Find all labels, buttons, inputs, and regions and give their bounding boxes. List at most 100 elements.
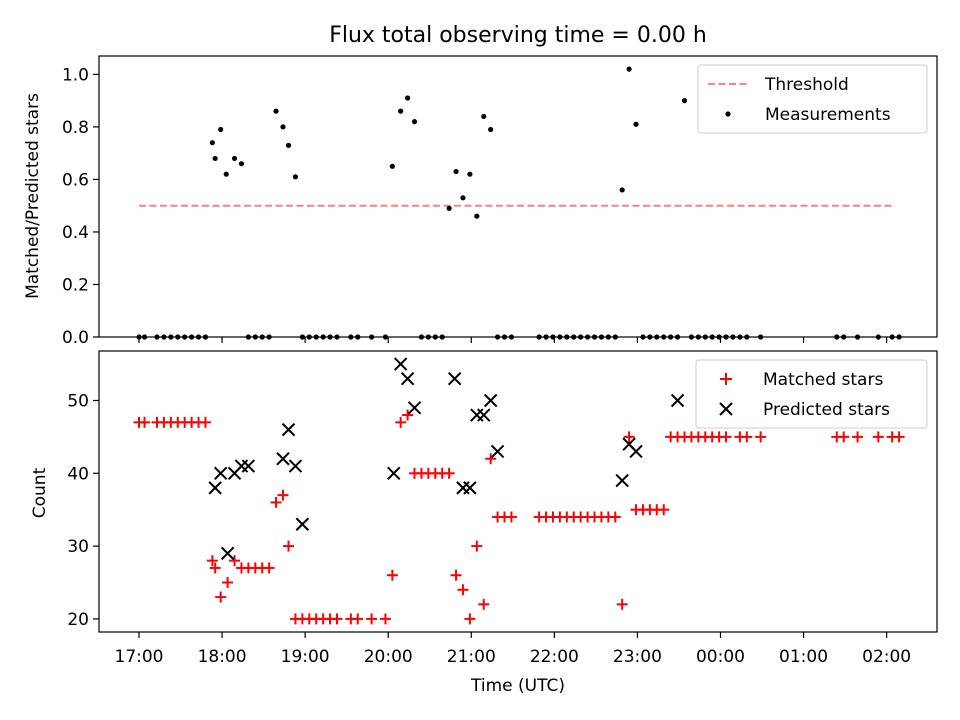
matched-star-point	[623, 431, 635, 443]
matched-star-point	[215, 591, 227, 603]
matched-star-point	[206, 555, 218, 567]
measurement-point	[681, 98, 688, 104]
top-y-tick-label: 0.6	[62, 170, 89, 190]
matched-star-point	[352, 613, 364, 625]
predicted-star-stroke-b	[463, 481, 477, 495]
measurement-point	[474, 213, 480, 219]
predicted-star-point	[213, 466, 228, 481]
bottom-x-tick-label: 23:00	[613, 647, 662, 667]
matched-star-point	[395, 416, 407, 428]
measurement-point	[467, 171, 473, 177]
bottom-y-tick-label: 50	[67, 392, 89, 412]
predicted-star-stroke-b	[629, 444, 643, 459]
predicted-star-stroke-b	[295, 517, 310, 531]
matched-star-point	[379, 613, 391, 625]
measurement-point	[404, 95, 411, 101]
chart-title: Flux total observing time = 0.00 h	[329, 23, 707, 48]
matched-star-point	[872, 431, 884, 443]
bottom-plot-frame	[98, 350, 938, 633]
matched-star-point	[505, 511, 517, 523]
bottom-x-ticks: 17:00 18:00 19:00 20:00 21:00 22:00 23:00 00:00…	[115, 632, 911, 667]
top-y-tick-label: 0.8	[62, 118, 89, 138]
legend-threshold-label: Threshold	[764, 75, 849, 95]
bottom-plot: 20 30 40 50 17:00 18:00 19:00 20:00 21:00 22:00 2…	[30, 350, 938, 696]
predicted-star-point	[281, 422, 296, 437]
matched-star-point	[616, 598, 628, 610]
top-y-tick-label: 1.0	[62, 65, 89, 85]
predicted-star-point	[463, 481, 477, 495]
matched-star-point	[741, 431, 753, 443]
predicted-star-stroke-b	[393, 357, 408, 371]
bottom-x-tick-label: 00:00	[696, 647, 745, 667]
matched-star-point	[139, 416, 151, 428]
predicted-star-point	[490, 444, 505, 459]
measurement-point	[411, 119, 418, 125]
matched-star-point	[893, 431, 905, 443]
measurement-point	[488, 126, 494, 133]
predicted-star-point	[295, 517, 310, 531]
legend-measurements-label: Measurements	[765, 105, 891, 125]
matched-star-point	[471, 540, 483, 552]
measurement-point	[280, 124, 286, 130]
x-axis-label: Time (UTC)	[470, 676, 565, 696]
top-legend-box	[697, 64, 928, 134]
matched-star-point	[222, 576, 234, 588]
measurement-point	[460, 195, 466, 201]
measurement-point	[619, 187, 625, 193]
top-y-tick-label: 0.0	[62, 328, 89, 348]
measurement-point	[223, 171, 229, 177]
bottom-y-tick-label: 20	[67, 610, 89, 630]
matched-star-point	[609, 511, 621, 523]
top-plot: 0.0 0.2 0.4 0.6 0.8 1.0 Matched/Predicted sta…	[23, 55, 938, 348]
predicted-star-point	[288, 459, 303, 473]
predicted-star-point	[220, 546, 235, 561]
predicted-star-stroke-b	[483, 393, 498, 408]
measurement-point	[218, 126, 224, 133]
matched-star-point	[720, 431, 732, 443]
matched-star-point	[386, 569, 398, 581]
predicted-star-point	[670, 393, 685, 408]
bottom-legend: Matched stars Predicted stars	[695, 359, 928, 429]
measurement-point	[481, 113, 487, 120]
bottom-legend-box	[695, 359, 928, 429]
measurement-point	[626, 66, 632, 72]
predicted-star-stroke-b	[407, 401, 422, 415]
measurement-point	[446, 205, 452, 211]
legend-predicted-label: Predicted stars	[763, 400, 890, 420]
predicted-star-stroke-b	[670, 393, 685, 408]
bottom-y-tick-label: 40	[67, 464, 89, 484]
predicted-star-point	[447, 371, 462, 386]
predicted-star-stroke-b	[447, 371, 462, 386]
matched-star-point	[478, 598, 490, 610]
bottom-x-tick-label: 02:00	[862, 647, 911, 667]
matched-stars-points	[133, 409, 905, 625]
predicted-star-point	[387, 466, 401, 481]
top-x-ticks	[138, 337, 888, 343]
predicted-star-stroke-b	[220, 546, 235, 561]
bottom-x-tick-label: 22:00	[530, 647, 579, 667]
matched-star-point	[838, 431, 850, 443]
measurement-point	[209, 140, 215, 146]
matched-star-point	[457, 584, 469, 596]
predicted-star-stroke-b	[241, 459, 256, 473]
predicted-star-point	[208, 481, 222, 495]
matched-star-point	[755, 431, 767, 443]
predicted-star-point	[477, 408, 491, 422]
measurement-point	[398, 108, 404, 114]
predicted-star-stroke-b	[490, 444, 505, 459]
predicted-star-stroke-b	[387, 466, 401, 481]
matched-star-point	[443, 467, 455, 479]
predicted-star-point	[407, 401, 422, 415]
matched-star-point	[209, 562, 221, 574]
predicted-star-point	[241, 459, 256, 473]
predicted-star-stroke-b	[615, 473, 629, 488]
measurement-point	[292, 174, 299, 180]
matched-star-point	[658, 504, 670, 516]
top-y-tick-label: 0.2	[62, 275, 89, 295]
measurement-point	[231, 155, 238, 162]
top-legend: Threshold Measurements	[697, 64, 928, 134]
legend-matched-swatch	[720, 373, 732, 385]
predicted-star-point	[483, 393, 498, 408]
matched-star-point	[263, 562, 275, 574]
